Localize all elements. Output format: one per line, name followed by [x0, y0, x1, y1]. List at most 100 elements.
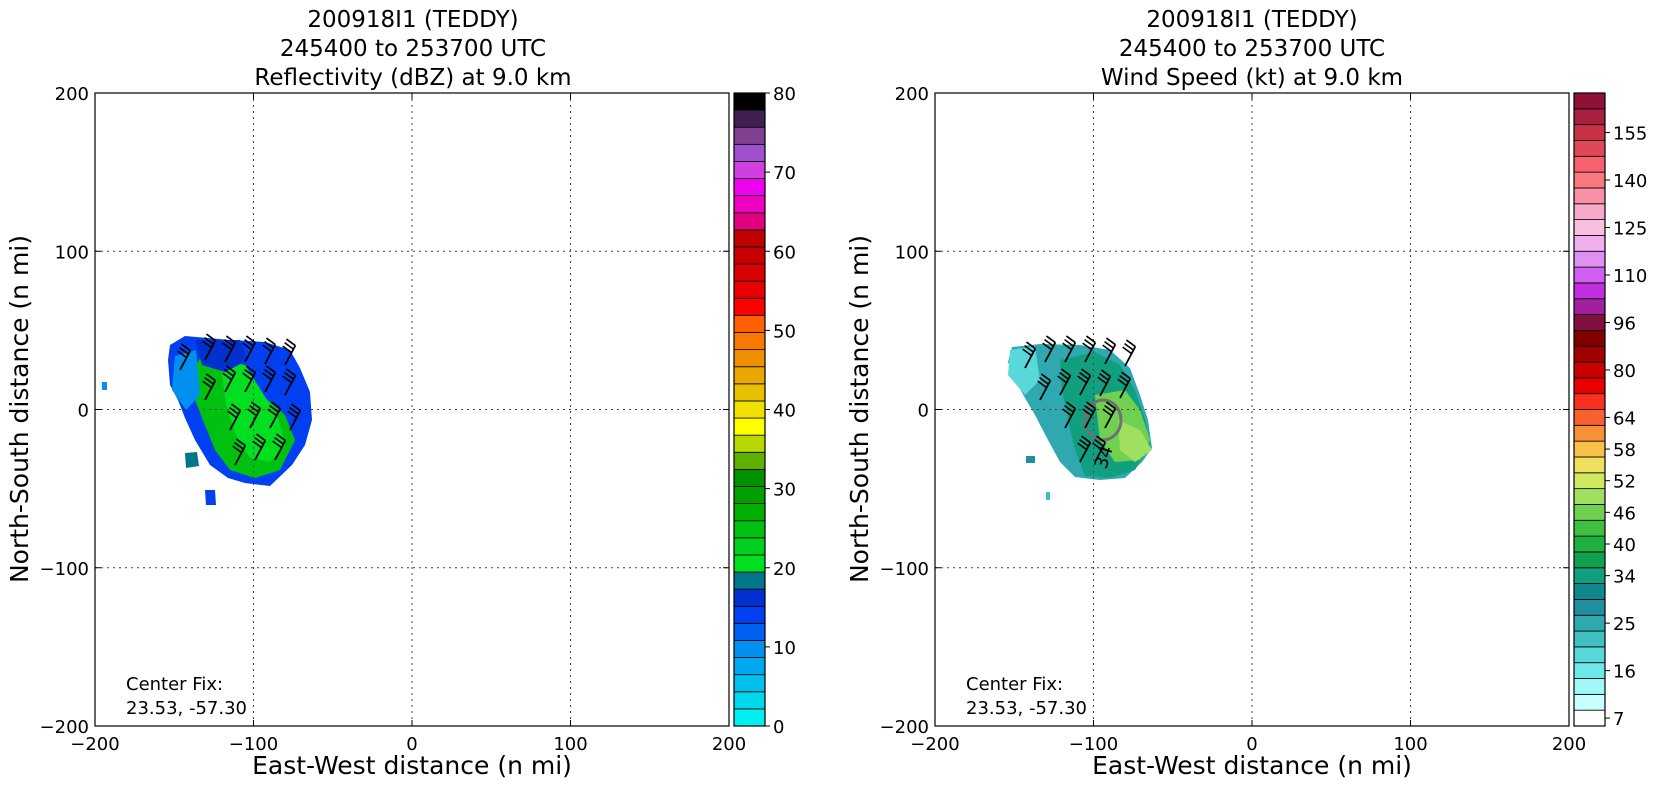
y-tick-label: −100: [880, 559, 929, 580]
colorbar-bin: [733, 109, 766, 128]
wind-barb-flag: [1039, 376, 1049, 385]
wind-barb-flag: [285, 368, 296, 377]
colorbar-bin: [733, 229, 766, 248]
wind-barb-flag: [245, 335, 256, 344]
wind-barb-flag: [1064, 338, 1074, 347]
colorbar-tick-label: 110: [1613, 266, 1647, 287]
colorbar-bin: [1573, 630, 1606, 648]
y-tick-label: 100: [895, 242, 929, 263]
colorbar-bin: [1573, 472, 1606, 490]
wind-barb-flag: [289, 406, 299, 415]
colorbar-tick-label: 140: [1613, 171, 1647, 192]
wind-barb-flag: [1125, 339, 1136, 348]
colorbar-bin: [1573, 124, 1606, 141]
colorbar-tick-label: 96: [1613, 313, 1636, 334]
colorbar-bin: [733, 537, 766, 556]
center-fix-label: Center Fix:: [126, 674, 223, 695]
colorbar-bin: [733, 571, 766, 590]
wind-barb-flag: [225, 365, 236, 374]
colorbar-bin: [1573, 345, 1606, 363]
colorbar-bin: [733, 622, 766, 641]
colorbar-bin: [733, 280, 766, 299]
echo-region: [1026, 456, 1035, 463]
colorbar-bin: [733, 297, 766, 316]
colorbar-bin: [733, 588, 766, 607]
axis-ticks: −200 200 −100 100 0 0 100 −100 200 −200: [40, 84, 747, 755]
colorbar-bin: [1573, 187, 1606, 205]
colorbar-tick-label: 30: [773, 480, 796, 501]
colorbar-tick-label: 40: [773, 401, 796, 422]
colorbar-bin: [733, 332, 766, 351]
wind-barb-flag: [232, 445, 243, 454]
colorbar-tick-label: 16: [1613, 662, 1636, 683]
plot-frame: [934, 92, 1570, 727]
wind-barb-flag: [1079, 371, 1089, 380]
y-tick-label: 0: [78, 401, 89, 422]
colorbar-bin: [1573, 235, 1606, 252]
wind-barb-flag: [282, 375, 293, 384]
colorbar-bin: [1573, 409, 1606, 426]
wind-barb-flag: [1024, 344, 1034, 353]
colorbar-tick-label: 10: [773, 638, 796, 659]
colorbar-tick-label: 40: [1613, 535, 1636, 556]
wind-barb-flag: [1085, 335, 1096, 344]
colorbar-bin: [1573, 599, 1606, 616]
wind-barb-flag: [1124, 342, 1134, 351]
wind-barb-flag: [179, 346, 189, 355]
wind-barb-flag: [1104, 340, 1114, 349]
wind-barb-flag: [202, 340, 213, 349]
colorbar-bin: [733, 417, 766, 436]
wind-barb-flag: [265, 365, 276, 374]
wind-barb-flag: [269, 404, 279, 413]
center-fix-label: Center Fix:: [966, 674, 1063, 695]
echo-region: [185, 452, 199, 468]
x-tick-label: −100: [1069, 734, 1118, 755]
colorbar-bin: [733, 212, 766, 231]
wind-barb-flag: [1079, 438, 1089, 447]
y-tick-label: 100: [55, 242, 89, 263]
wind-barb-flag: [1085, 401, 1096, 410]
wind-barb-flag: [284, 371, 294, 380]
echo-region: [102, 382, 107, 390]
wind-barb-flag: [250, 401, 261, 410]
colorbar-bin: [1573, 662, 1606, 679]
wind-barb-flag: [264, 340, 274, 349]
wind-barb-flag: [242, 342, 253, 351]
wind-barb-flag: [247, 408, 258, 417]
wind-barb-flag: [1122, 346, 1133, 355]
echo-region: [1118, 420, 1152, 462]
colorbar-bin: [1573, 92, 1606, 110]
wind-barb-flag: [1077, 442, 1088, 451]
colorbar-bin: [1573, 171, 1606, 189]
colorbar-bin: [1573, 709, 1606, 727]
colorbar-bin: [1573, 583, 1606, 600]
echo-region: [195, 340, 248, 372]
colorbar-tick-label: 50: [773, 321, 796, 342]
colorbar-bin: [1573, 314, 1606, 331]
wind-barb-flag: [1040, 373, 1051, 382]
wind-barb-flag: [272, 440, 283, 449]
y-axis-label: North-South distance (n mi): [5, 235, 34, 583]
colorbar-bin: [733, 92, 766, 111]
colorbar-bin: [733, 315, 766, 333]
axis-ticks: −200 200 −100 100 0 0 100 −100 200 −200: [880, 84, 1587, 755]
wind-barb-flag: [1060, 368, 1071, 377]
wind-barb-flag: [224, 338, 234, 347]
colorbar-bin: [733, 126, 766, 145]
wind-barb-flag: [229, 406, 239, 415]
colorbar-tick-label: 125: [1613, 219, 1647, 240]
colorbar-bin: [1573, 614, 1606, 632]
colorbar-bin: [1573, 361, 1606, 379]
echo-region: [1008, 346, 1040, 395]
colorbar-bin: [733, 657, 766, 676]
colorbar-bin: [733, 400, 766, 419]
wind-barb-flag: [1102, 344, 1113, 353]
wind-barb-flag: [1080, 368, 1091, 377]
y-tick-label: 200: [895, 84, 929, 105]
wind-barb-flag: [274, 436, 284, 445]
wind-barb-flag: [1082, 342, 1093, 351]
x-axis-label: East-West distance (n mi): [1092, 751, 1412, 780]
panel-title-line-1: 200918I1 (TEDDY): [307, 7, 518, 33]
wind-barb-flag: [1105, 401, 1116, 410]
colorbar-bin: [733, 246, 766, 265]
